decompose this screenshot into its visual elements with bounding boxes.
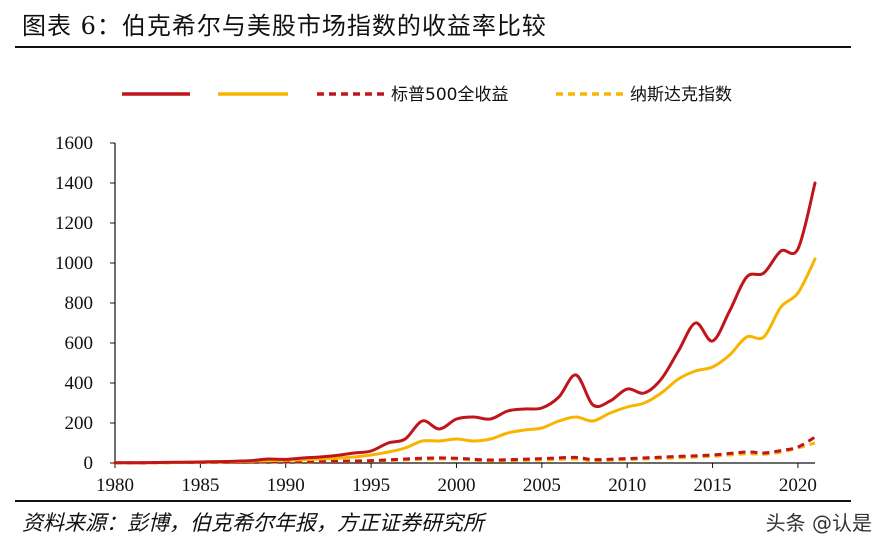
tick-labels: 0 200 400 600 800 1000 1200 1400 1600 1980 1985 199…: [55, 133, 817, 496]
y-tick-label: 0: [84, 453, 94, 474]
x-tick-label: 2010: [608, 475, 646, 496]
legend-label-2: 标普500全收益: [391, 85, 508, 105]
bottom-divider: [15, 500, 851, 502]
series-line-0: [113, 181, 817, 465]
source-note: 资料来源：彭博，伯克希尔年报，方正证券研究所: [22, 511, 484, 535]
legend-label-3: 纳斯达克指数: [630, 85, 732, 105]
y-tick-label: 1000: [55, 253, 93, 274]
x-tick-label: 1995: [352, 475, 390, 496]
x-tick-label: 2000: [437, 475, 475, 496]
y-tick-label: 200: [65, 413, 94, 434]
y-tick-label: 400: [65, 373, 94, 394]
y-tick-label: 800: [65, 293, 94, 314]
x-tick-label: 1985: [181, 475, 219, 496]
series-line-1: [113, 257, 817, 465]
chart-title: 图表 6：伯克希尔与美股市场指数的收益率比较: [22, 12, 547, 40]
watermark-text: 头条 @认是: [765, 511, 872, 535]
x-tick-label: 2015: [694, 475, 732, 496]
chart-axes: [110, 142, 815, 468]
x-tick-label: 2020: [779, 475, 817, 496]
y-tick-label: 1200: [55, 213, 93, 234]
x-tick-label: 2005: [523, 475, 561, 496]
series-lines: [113, 181, 817, 465]
y-tick-label: 1400: [55, 173, 93, 194]
legend: 标普500全收益 纳斯达克指数: [122, 85, 732, 105]
y-tick-label: 1600: [55, 133, 93, 154]
x-tick-label: 1990: [267, 475, 305, 496]
top-divider: [15, 46, 851, 48]
x-tick-label: 1980: [96, 475, 134, 496]
y-tick-label: 600: [65, 333, 94, 354]
